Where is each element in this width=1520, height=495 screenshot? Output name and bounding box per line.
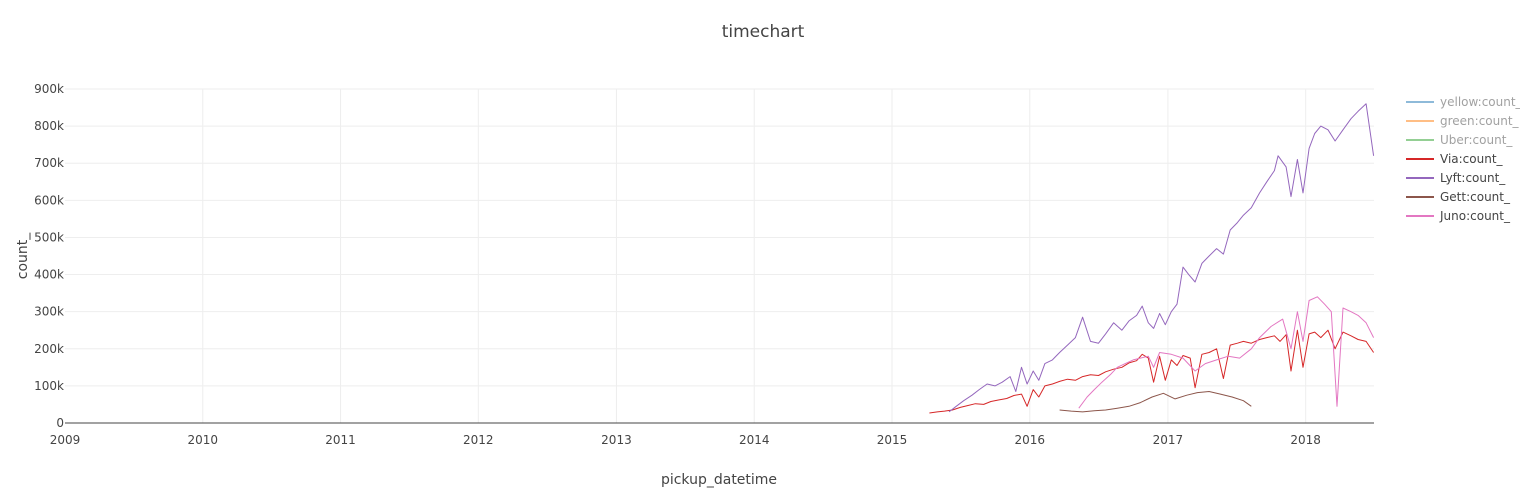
series-line-gett [1059,391,1252,413]
legend-item-via[interactable]: Via:count_ [1406,152,1504,166]
y-tick-label: 500k [34,230,64,244]
legend-item-green[interactable]: green:count_ [1406,114,1520,128]
legend-item-lyft[interactable]: Lyft:count_ [1406,171,1506,185]
series-line-lyft [948,103,1375,413]
legend-label: Uber:count_ [1440,133,1513,147]
y-tick-labels: 0 100k 200k 300k 400k 500k 600k 700k 800k 900k [34,82,64,430]
series-lines [929,103,1375,414]
x-tick-label: 2013 [601,433,632,447]
series-line-via [929,329,1375,414]
y-tick-label: 0 [56,416,64,430]
legend-label: green:count_ [1440,114,1520,128]
x-tick-labels: 2009 2010 2011 2012 2013 2014 2015 2016 2017 2018 [50,433,1321,447]
series-line-juno [1078,296,1375,409]
y-tick-label: 300k [34,305,64,319]
legend-label: Via:count_ [1440,152,1504,166]
legend-item-yellow[interactable]: yellow:count_ [1406,95,1520,109]
y-tick-label: 600k [34,193,64,207]
y-axis-title: count_ [15,232,31,279]
legend-item-juno[interactable]: Juno:count_ [1406,209,1511,223]
x-tick-label: 2016 [1014,433,1045,447]
x-tick-label: 2014 [739,433,770,447]
x-tick-label: 2011 [325,433,356,447]
x-tick-label: 2009 [50,433,81,447]
legend[interactable]: yellow:count_ green:count_ Uber:count_ Via:… [1406,95,1520,223]
legend-item-uber[interactable]: Uber:count_ [1406,133,1513,147]
y-tick-label: 700k [34,156,64,170]
chart-title: timechart [722,22,805,42]
legend-label: yellow:count_ [1440,95,1520,109]
legend-label: Gett:count_ [1440,190,1511,204]
y-tick-label: 800k [34,119,64,133]
x-tick-label: 2010 [187,433,218,447]
y-tick-label: 200k [34,342,64,356]
x-tick-label: 2018 [1290,433,1321,447]
y-tick-label: 400k [34,268,64,282]
x-tick-label: 2017 [1153,433,1184,447]
legend-item-gett[interactable]: Gett:count_ [1406,190,1511,204]
grid-lines [65,88,1374,423]
y-tick-label: 900k [34,82,64,96]
legend-label: Lyft:count_ [1440,171,1506,185]
legend-label: Juno:count_ [1439,209,1511,223]
x-tick-label: 2012 [463,433,494,447]
y-tick-label: 100k [34,379,64,393]
x-tick-label: 2015 [877,433,908,447]
x-axis-title: pickup_datetime [661,472,777,488]
